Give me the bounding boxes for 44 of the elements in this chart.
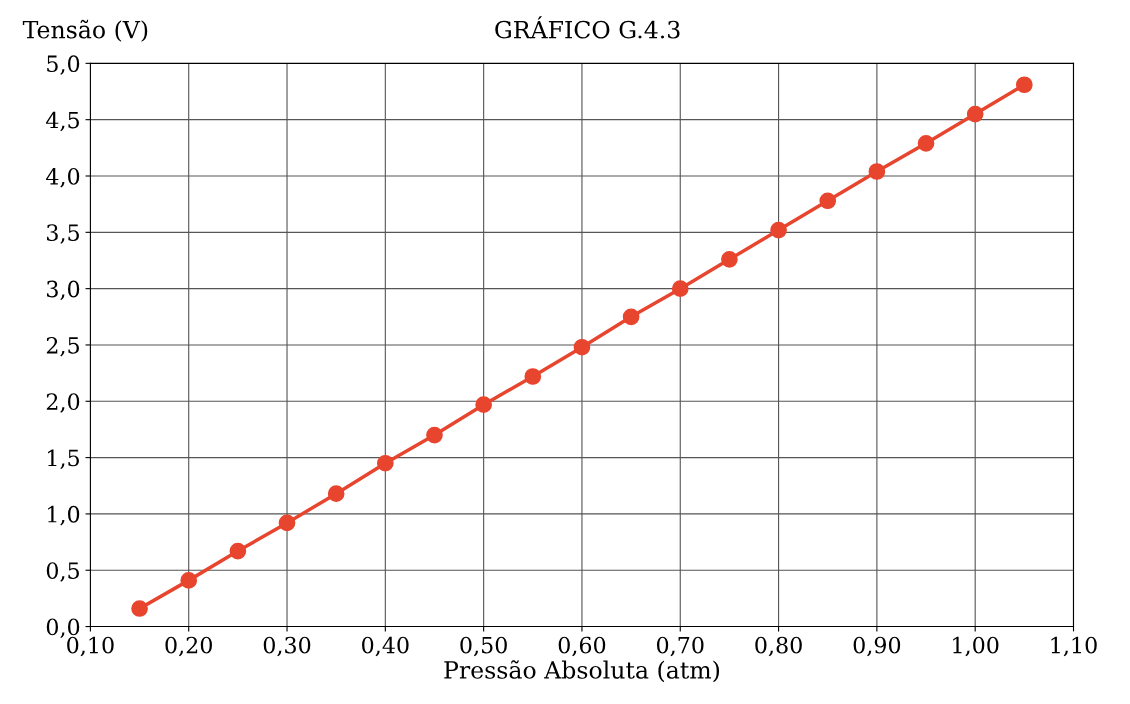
point [573, 338, 591, 356]
y-tick-label: 2,0 [46, 393, 80, 413]
y-axis-title: Tensão (V) [22, 19, 148, 42]
x-tick-label: 0,60 [558, 636, 606, 657]
point [426, 426, 443, 444]
point [229, 542, 247, 560]
y-tick-label: 1,0 [48, 505, 80, 526]
point [917, 135, 935, 152]
point [671, 280, 689, 297]
point [376, 454, 394, 472]
y-tick-label: 5,0 [47, 55, 80, 75]
point [327, 485, 345, 502]
point [278, 514, 296, 532]
point [131, 600, 148, 617]
point [180, 572, 198, 589]
point [868, 163, 886, 180]
y-tick-label: 0,5 [46, 562, 79, 582]
y-tick-label: 4,0 [46, 167, 80, 188]
y-tick-label: 1,5 [48, 449, 79, 470]
chart-title: GRÁFICO G.4.3 [495, 16, 680, 39]
x-axis-title: Pressão Absoluta (atm) [444, 660, 720, 683]
y-tick-label: 3,5 [47, 224, 79, 244]
x-tick-label: 1,10 [1051, 636, 1097, 657]
point [475, 396, 492, 413]
point [966, 105, 984, 123]
y-tick-label: 4,5 [46, 111, 79, 132]
x-tick-label: 0,90 [853, 636, 901, 657]
y-tick-label: 3,0 [47, 280, 80, 301]
x-tick-label: 0,10 [67, 636, 114, 657]
point [622, 308, 640, 326]
point [819, 192, 837, 210]
y-tick-label: 2,5 [46, 336, 79, 357]
x-tick-label: 0,40 [362, 636, 409, 657]
point [770, 221, 787, 239]
x-tick-label: 0,70 [656, 636, 704, 657]
x-tick-label: 0,50 [460, 636, 507, 657]
point [721, 251, 738, 268]
x-tick-label: 1,00 [953, 636, 999, 657]
point [524, 368, 542, 385]
x-tick-label: 0,30 [263, 636, 311, 657]
x-tick-label: 0,20 [165, 636, 212, 657]
x-tick-label: 0,80 [755, 636, 802, 657]
y-tick-label: 0,0 [46, 618, 80, 639]
point [1016, 76, 1033, 94]
